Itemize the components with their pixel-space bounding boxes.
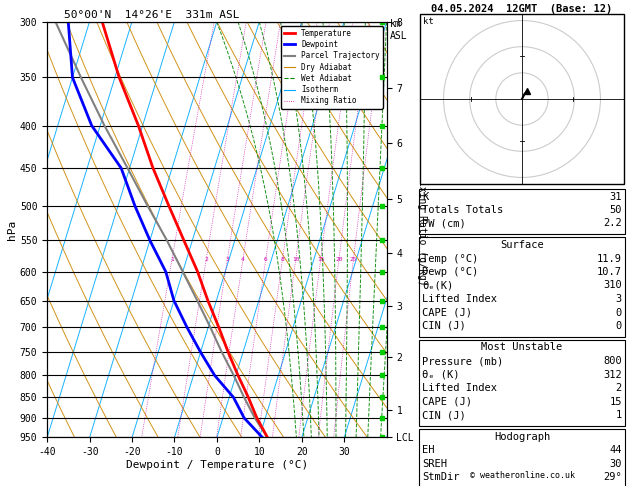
Text: 3: 3 (225, 257, 229, 262)
Text: Hodograph: Hodograph (494, 432, 550, 441)
Text: CAPE (J): CAPE (J) (422, 308, 472, 317)
Text: Temp (°C): Temp (°C) (422, 254, 478, 263)
Text: 1: 1 (170, 257, 174, 262)
Text: 15: 15 (610, 397, 622, 406)
Text: 8: 8 (281, 257, 284, 262)
Text: Totals Totals: Totals Totals (422, 205, 503, 215)
Text: 312: 312 (603, 369, 622, 380)
Text: CAPE (J): CAPE (J) (422, 397, 472, 406)
Text: 310: 310 (603, 280, 622, 291)
Text: 11.9: 11.9 (597, 254, 622, 263)
Text: θₑ(K): θₑ(K) (422, 280, 454, 291)
Text: 0: 0 (616, 308, 622, 317)
Text: © weatheronline.co.uk: © weatheronline.co.uk (469, 471, 574, 480)
Text: 2: 2 (204, 257, 208, 262)
Text: 25: 25 (350, 257, 357, 262)
Text: 0: 0 (616, 321, 622, 331)
Text: Pressure (mb): Pressure (mb) (422, 356, 503, 366)
Text: SREH: SREH (422, 458, 447, 469)
Text: CIN (J): CIN (J) (422, 410, 465, 420)
Text: 31: 31 (610, 191, 622, 202)
Text: 44: 44 (610, 445, 622, 455)
Text: 29°: 29° (603, 472, 622, 482)
Text: 50°00'N  14°26'E  331m ASL: 50°00'N 14°26'E 331m ASL (64, 10, 240, 20)
Text: 1: 1 (616, 410, 622, 420)
Text: 2.2: 2.2 (603, 219, 622, 228)
Text: km
ASL: km ASL (390, 19, 408, 41)
Text: 30: 30 (610, 458, 622, 469)
Legend: Temperature, Dewpoint, Parcel Trajectory, Dry Adiabat, Wet Adiabat, Isotherm, Mi: Temperature, Dewpoint, Parcel Trajectory… (281, 26, 383, 108)
Text: 3: 3 (616, 294, 622, 304)
Bar (419, 238, 625, 337)
Text: 10: 10 (292, 257, 299, 262)
Y-axis label: Mixing Ratio (g/kg): Mixing Ratio (g/kg) (417, 174, 427, 285)
Text: θₑ (K): θₑ (K) (422, 369, 460, 380)
Text: Lifted Index: Lifted Index (422, 383, 497, 393)
Text: CIN (J): CIN (J) (422, 321, 465, 331)
Text: 4: 4 (241, 257, 245, 262)
Text: kt: kt (423, 17, 434, 26)
Bar (419, 189, 625, 235)
X-axis label: Dewpoint / Temperature (°C): Dewpoint / Temperature (°C) (126, 460, 308, 470)
Bar (420, 14, 624, 184)
Text: Most Unstable: Most Unstable (481, 343, 562, 352)
Text: Surface: Surface (500, 240, 544, 250)
Bar (419, 429, 625, 486)
Text: 800: 800 (603, 356, 622, 366)
Text: 15: 15 (317, 257, 325, 262)
Text: Dewp (°C): Dewp (°C) (422, 267, 478, 277)
Text: K: K (422, 191, 428, 202)
Text: 04.05.2024  12GMT  (Base: 12): 04.05.2024 12GMT (Base: 12) (431, 4, 613, 14)
Text: PW (cm): PW (cm) (422, 219, 465, 228)
Text: Lifted Index: Lifted Index (422, 294, 497, 304)
Text: 10.7: 10.7 (597, 267, 622, 277)
Text: StmDir: StmDir (422, 472, 460, 482)
Y-axis label: hPa: hPa (7, 220, 17, 240)
Text: 2: 2 (616, 383, 622, 393)
Bar (419, 340, 625, 426)
Text: 20: 20 (335, 257, 343, 262)
Text: 6: 6 (264, 257, 267, 262)
Text: 50: 50 (610, 205, 622, 215)
Text: EH: EH (422, 445, 435, 455)
